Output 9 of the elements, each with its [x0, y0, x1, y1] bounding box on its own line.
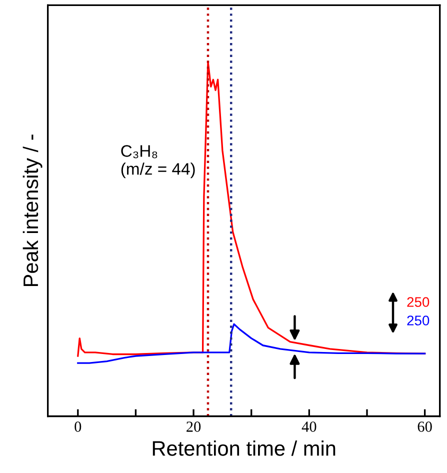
- x-tick-label: 60: [418, 422, 432, 432]
- annotation: 250: [407, 316, 430, 326]
- y-axis-title: Peak intensity / -: [22, 134, 42, 286]
- x-tick-label: 20: [186, 422, 201, 432]
- annotation: C₃H₈ (m/z = 44): [121, 145, 195, 178]
- x-tick-label: 0: [74, 422, 82, 432]
- x-axis-title: Retention time / min: [152, 440, 336, 456]
- x-tick-label: 40: [302, 422, 316, 432]
- annotation: 250: [407, 297, 430, 307]
